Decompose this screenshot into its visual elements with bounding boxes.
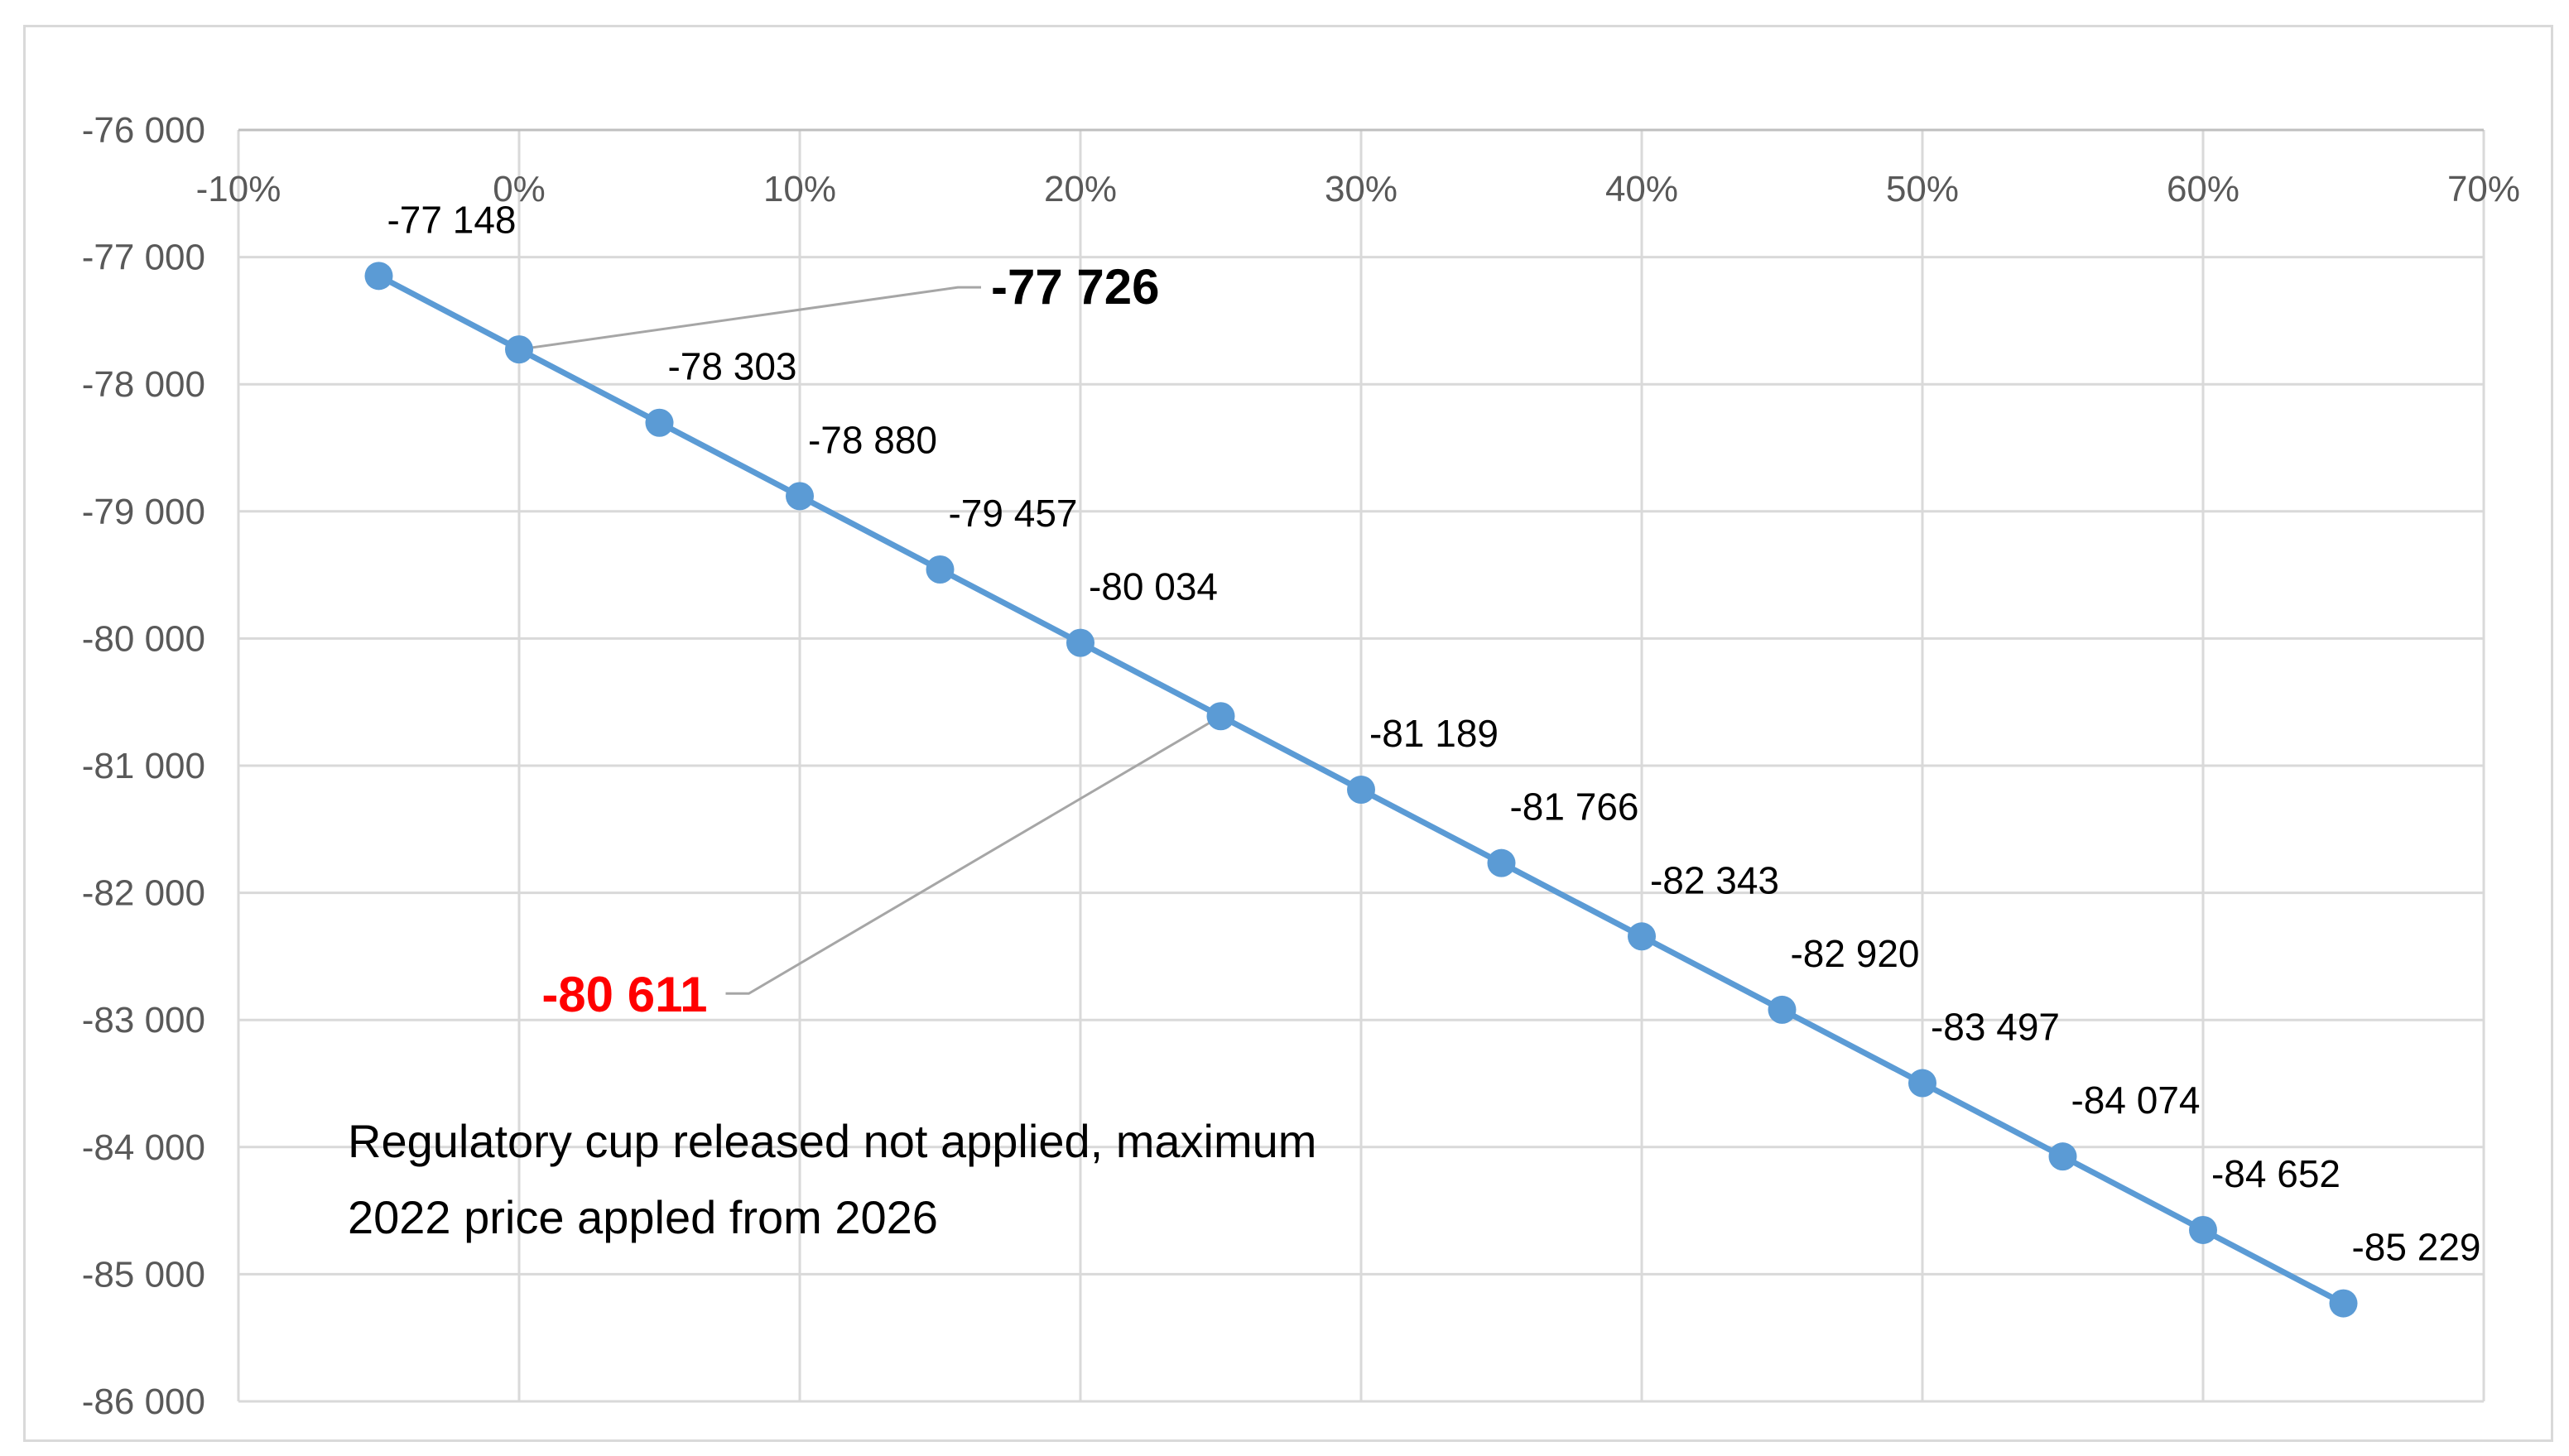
data-point <box>505 335 533 364</box>
x-tick-label: 50% <box>1886 169 1959 209</box>
y-tick-label: -82 000 <box>82 873 205 914</box>
y-tick-label: -79 000 <box>82 492 205 532</box>
y-tick-label: -85 000 <box>82 1254 205 1295</box>
y-tick-label: -84 000 <box>82 1127 205 1168</box>
chart-annotation: Regulatory cup released not applied, max… <box>348 1115 1316 1243</box>
x-tick-label: 20% <box>1044 169 1117 209</box>
data-label: -80 034 <box>1089 565 1218 608</box>
data-point <box>2329 1289 2358 1318</box>
y-tick-label: -80 000 <box>82 618 205 659</box>
y-tick-label: -78 000 <box>82 364 205 405</box>
callout-leader-line <box>725 714 1222 995</box>
data-label: -81 189 <box>1369 712 1499 755</box>
data-label: -84 074 <box>2071 1079 2200 1122</box>
data-point <box>1908 1069 1936 1098</box>
data-point <box>1487 848 1516 877</box>
x-tick-label: 40% <box>1605 169 1678 209</box>
callout-label-black: -77 726 <box>991 259 1160 315</box>
data-labels: -77 148 -78 303 -78 880 -79 457 -80 034 -81 1… <box>387 198 2480 1268</box>
x-tick-label: 30% <box>1325 169 1398 209</box>
data-point <box>1347 776 1375 805</box>
data-point <box>645 408 674 437</box>
data-point <box>2048 1142 2077 1171</box>
data-point <box>1628 922 1656 951</box>
x-tick-label: -10% <box>196 169 281 209</box>
callout-leader-line <box>518 286 981 351</box>
callout-leaders <box>518 286 1222 995</box>
y-tick-label: -76 000 <box>82 110 205 151</box>
data-label: -82 343 <box>1650 858 1779 901</box>
data-point <box>1206 702 1235 731</box>
series-line <box>364 262 2358 1318</box>
data-label: -83 497 <box>1931 1006 2060 1049</box>
data-label: -85 229 <box>2351 1226 2480 1269</box>
y-tick-label: -81 000 <box>82 746 205 786</box>
data-point <box>1768 995 1797 1024</box>
chart-frame <box>23 25 2553 1442</box>
data-label: -81 766 <box>1509 786 1638 829</box>
data-label: -79 457 <box>948 492 1077 535</box>
axes: -76 000 -77 000 -78 000 -79 000 -80 000 -81 0… <box>82 110 2520 1422</box>
data-label: -78 880 <box>808 418 937 461</box>
data-label: -82 920 <box>1790 932 1919 975</box>
callouts: -77 726 -80 611 <box>541 259 1159 1022</box>
y-tick-label: -77 000 <box>82 238 205 278</box>
data-point <box>786 482 814 511</box>
data-point <box>364 262 393 291</box>
data-label: -78 303 <box>667 345 796 388</box>
x-tick-label: 60% <box>2167 169 2239 209</box>
annotation-line: Regulatory cup released not applied, max… <box>348 1115 1316 1167</box>
data-point <box>2189 1215 2217 1244</box>
x-tick-label: 70% <box>2447 169 2520 209</box>
data-label: -77 148 <box>387 198 516 241</box>
data-point <box>1066 628 1094 657</box>
x-tick-label: 0% <box>493 169 546 209</box>
data-label: -84 652 <box>2211 1152 2340 1195</box>
annotation-line: 2022 price appled from 2026 <box>348 1191 938 1243</box>
y-tick-label: -83 000 <box>82 1000 205 1040</box>
y-tick-label: -86 000 <box>82 1382 205 1422</box>
x-tick-label: 10% <box>763 169 836 209</box>
data-point <box>926 555 955 584</box>
callout-label-red: -80 611 <box>541 967 707 1022</box>
